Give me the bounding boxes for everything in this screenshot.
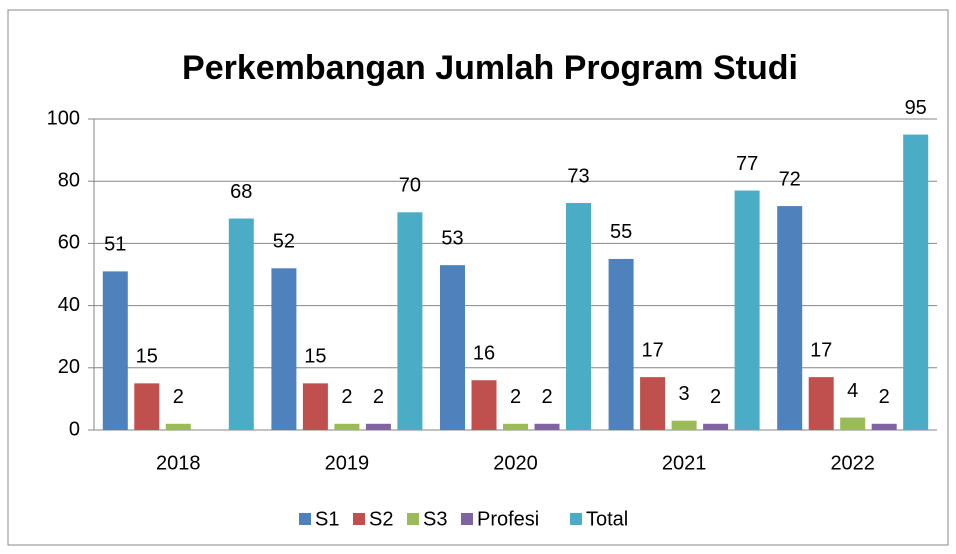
- legend-swatch: [570, 513, 582, 525]
- value-label: 4: [847, 380, 858, 402]
- chart-border: [7, 9, 949, 546]
- value-label: 15: [304, 346, 326, 368]
- legend-label: S3: [423, 508, 447, 530]
- value-label: 51: [104, 234, 126, 256]
- x-tick-label: 2019: [325, 452, 370, 474]
- bar: [365, 423, 391, 430]
- legend-label: S2: [369, 508, 393, 530]
- value-label: 95: [905, 97, 927, 119]
- bar: [334, 423, 360, 430]
- bar: [440, 265, 465, 430]
- value-label: 2: [510, 386, 521, 408]
- bar: [566, 202, 591, 430]
- value-label: 55: [610, 221, 632, 243]
- legend-swatch: [407, 513, 419, 525]
- legend-swatch: [299, 513, 311, 525]
- x-tick-label: 2020: [493, 452, 538, 474]
- y-tick-label: 0: [69, 418, 80, 440]
- bar: [397, 212, 423, 430]
- value-label: 2: [341, 386, 352, 408]
- y-tick-label: 100: [47, 107, 80, 129]
- bar: [534, 423, 560, 430]
- bar: [640, 377, 666, 430]
- value-label: 52: [273, 231, 295, 253]
- value-label: 73: [567, 165, 589, 187]
- bar: [808, 377, 834, 430]
- bar: [777, 206, 803, 430]
- value-label: 68: [230, 181, 252, 203]
- value-label: 15: [136, 346, 158, 368]
- bar: [840, 417, 866, 430]
- legend-swatch: [353, 513, 365, 525]
- x-tick-label: 2022: [830, 452, 875, 474]
- legend-label: S1: [315, 508, 339, 530]
- bar: [165, 423, 191, 430]
- chart-title: Perkembangan Jumlah Program Studi: [182, 49, 798, 87]
- bar: [903, 134, 929, 431]
- value-label: 2: [373, 386, 384, 408]
- y-tick-label: 80: [58, 169, 80, 191]
- y-tick-label: 40: [58, 294, 80, 316]
- value-label: 77: [736, 153, 758, 175]
- bar: [471, 380, 497, 430]
- bar: [671, 420, 697, 430]
- value-label: 72: [779, 168, 801, 190]
- y-tick-label: 60: [58, 232, 80, 254]
- value-label: 3: [679, 383, 690, 405]
- value-label: 53: [441, 227, 463, 249]
- x-tick-label: 2018: [156, 452, 201, 474]
- legend-label: Profesi: [477, 508, 539, 530]
- bar: [734, 190, 760, 430]
- value-label: 2: [879, 386, 890, 408]
- bar: [608, 258, 634, 430]
- value-label: 2: [710, 386, 721, 408]
- value-label: 16: [473, 343, 495, 365]
- bar: [271, 268, 297, 430]
- bar: [703, 423, 729, 430]
- legend-label: Total: [586, 508, 628, 530]
- value-label: 2: [541, 386, 552, 408]
- x-tick-label: 2021: [662, 452, 707, 474]
- bar: [503, 423, 528, 430]
- bar: [302, 383, 328, 430]
- bar: [228, 218, 254, 430]
- y-tick-label: 20: [58, 356, 80, 378]
- bar: [134, 383, 160, 430]
- value-label: 2: [173, 386, 184, 408]
- value-label: 17: [810, 339, 832, 361]
- value-label: 17: [641, 339, 663, 361]
- bar: [871, 423, 897, 430]
- bar: [102, 271, 128, 430]
- value-label: 70: [399, 175, 421, 197]
- legend-swatch: [461, 513, 473, 525]
